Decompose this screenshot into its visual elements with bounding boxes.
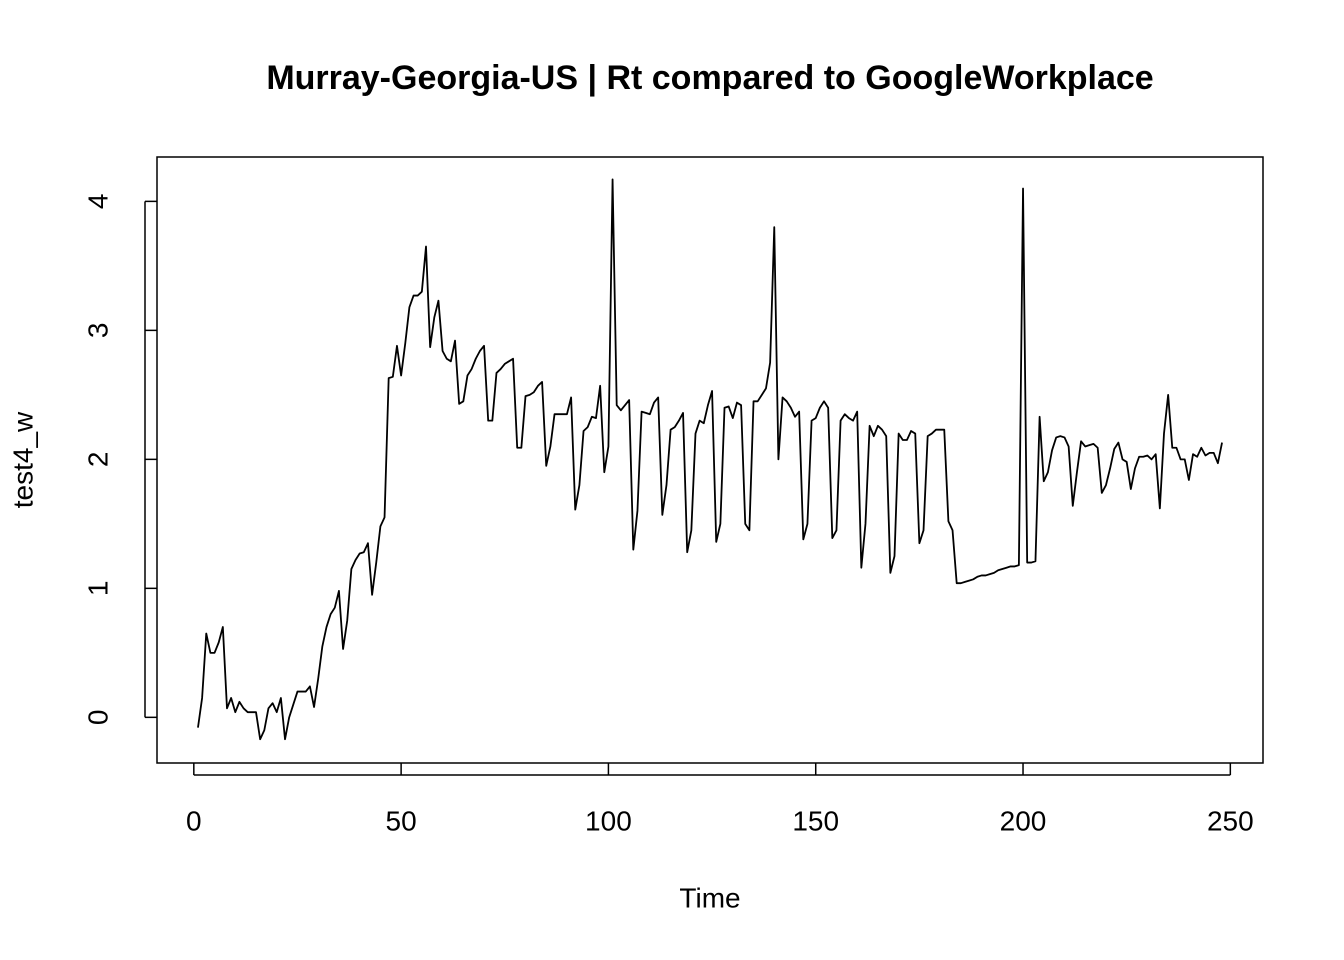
series-line xyxy=(197,178,1223,741)
y-tick-label: 1 xyxy=(82,581,113,597)
y-tick-label: 3 xyxy=(82,323,113,339)
chart-title: Murray-Georgia-US | Rt compared to Googl… xyxy=(266,59,1153,97)
x-tick-label: 150 xyxy=(792,805,839,836)
x-axis-label: Time xyxy=(679,882,740,913)
y-tick-label: 2 xyxy=(82,452,113,468)
plot-frame xyxy=(156,156,1264,764)
x-tick-label: 50 xyxy=(386,805,417,836)
x-tick-label: 200 xyxy=(1000,805,1047,836)
x-tick-label: 100 xyxy=(585,805,632,836)
x-tick-label: 0 xyxy=(186,805,202,836)
y-tick-label: 4 xyxy=(82,194,113,210)
x-tick-label: 250 xyxy=(1207,805,1254,836)
y-tick-label: 0 xyxy=(82,710,113,726)
y-axis-label: test4_w xyxy=(7,411,38,508)
